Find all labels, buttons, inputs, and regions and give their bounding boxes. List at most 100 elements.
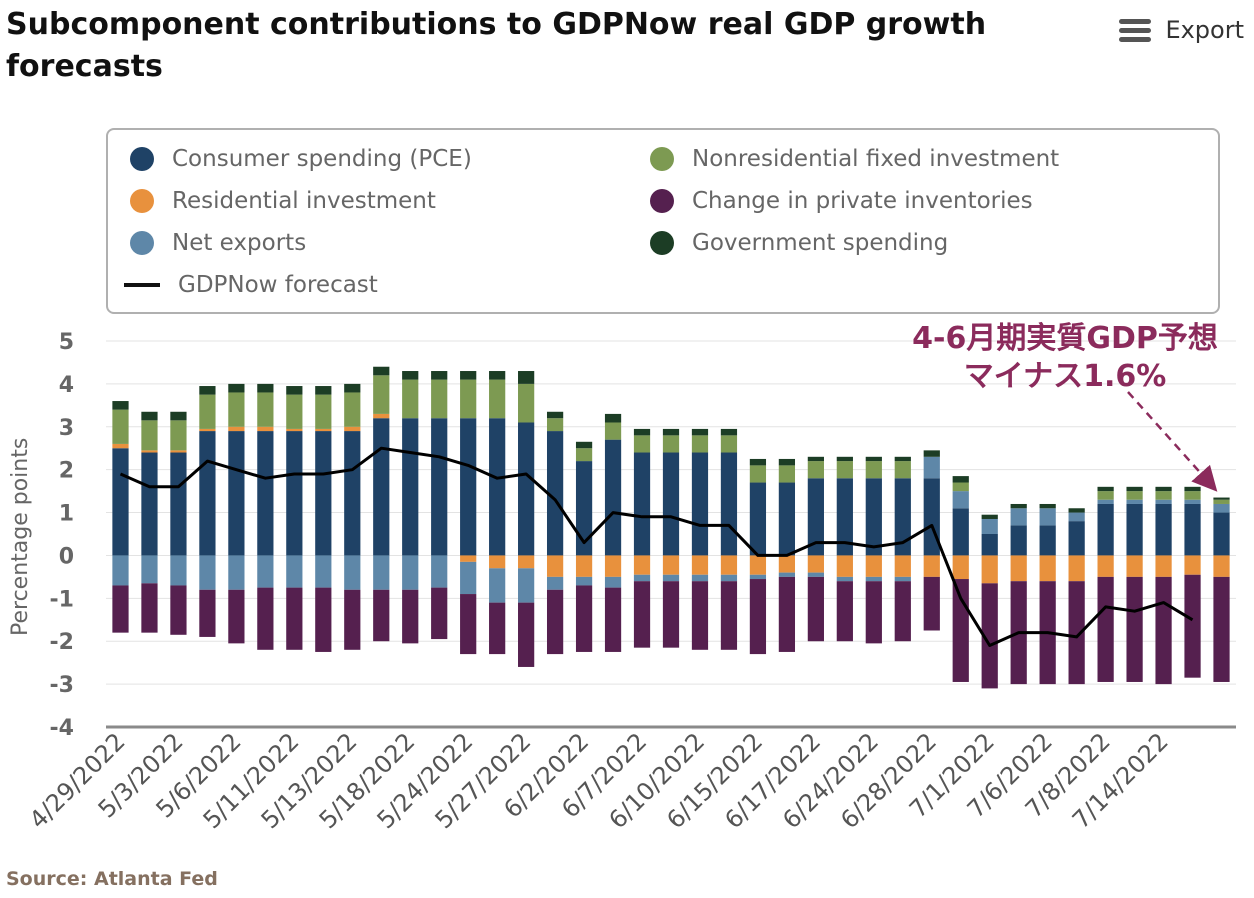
legend-swatch-residential xyxy=(130,189,154,213)
bar-segment-series-5 xyxy=(1097,486,1114,492)
bar-segment-series-1 xyxy=(836,555,853,577)
bar-segment-series-5 xyxy=(1068,508,1085,513)
source-note: Source: Atlanta Fed xyxy=(6,868,218,890)
export-label[interactable]: Export xyxy=(1165,16,1244,44)
bar-segment-series-1 xyxy=(489,555,506,569)
bar-segment-series-1 xyxy=(894,555,911,577)
legend-item-residential[interactable]: Residential investment xyxy=(130,188,436,214)
bar-segment-series-5 xyxy=(402,371,419,380)
bar-segment-series-4 xyxy=(286,587,303,650)
legend-item-net-exports[interactable]: Net exports xyxy=(130,230,306,256)
bar-segment-series-3 xyxy=(1155,491,1172,500)
bar-segment-series-4 xyxy=(344,589,361,650)
bar-segment-series-0 xyxy=(431,418,448,556)
bar-segment-series-5 xyxy=(981,514,998,519)
bar-segment-series-3 xyxy=(720,435,738,453)
bar-segment-series-1 xyxy=(807,555,824,573)
bar-segment-series-3 xyxy=(199,394,216,429)
bar-segment-series-1 xyxy=(662,555,680,575)
bar-segment-series-2 xyxy=(1184,499,1201,504)
bar-segment-series-3 xyxy=(691,435,709,453)
bar-segment-series-2 xyxy=(807,572,824,577)
bar-segment-series-0 xyxy=(315,431,332,556)
bar-segment-series-3 xyxy=(778,465,796,483)
bar-segment-series-4 xyxy=(199,589,216,637)
bar-segment-series-1 xyxy=(1184,555,1201,575)
bar-segment-series-2 xyxy=(315,555,332,588)
bar-segment-series-4 xyxy=(778,576,796,652)
bar-segment-series-1 xyxy=(575,555,593,577)
bar-segment-series-3 xyxy=(141,420,158,451)
bar-segment-series-2 xyxy=(778,572,796,577)
bar-segment-series-0 xyxy=(112,448,129,556)
bar-segment-series-0 xyxy=(228,431,245,556)
legend-item-gdpnow[interactable]: GDPNow forecast xyxy=(124,272,378,298)
bar-segment-series-0 xyxy=(604,439,622,556)
export-button[interactable]: Export xyxy=(1119,16,1244,44)
bar-segment-series-0 xyxy=(575,461,593,556)
bar-segment-series-4 xyxy=(373,589,390,642)
bar-segment-series-2 xyxy=(662,574,680,582)
bar-segment-series-3 xyxy=(546,418,564,432)
bar-segment-series-2 xyxy=(865,576,882,582)
bar-segment-series-4 xyxy=(460,594,477,655)
bar-segment-series-0 xyxy=(141,452,158,556)
legend-item-government[interactable]: Government spending xyxy=(650,230,948,256)
bar-segment-series-4 xyxy=(1213,576,1230,682)
bar-segment-series-2 xyxy=(633,574,651,582)
bar-segment-series-0 xyxy=(373,418,390,556)
bar-segment-series-0 xyxy=(894,478,911,556)
bar-segment-series-1 xyxy=(923,555,940,577)
y-tick-label: 4 xyxy=(59,373,74,398)
bar-segment-series-1 xyxy=(518,555,535,569)
bar-segment-series-3 xyxy=(1126,491,1143,500)
bar-segment-series-1 xyxy=(691,555,709,575)
legend-item-nonresidential[interactable]: Nonresidential fixed investment xyxy=(650,146,1059,172)
y-tick-label: 1 xyxy=(59,502,74,527)
bar-segment-series-5 xyxy=(807,456,824,462)
bar-segment-series-1 xyxy=(952,555,969,580)
bar-segment-series-2 xyxy=(373,555,390,590)
bar-segment-series-1 xyxy=(460,555,477,562)
bar-segment-series-1 xyxy=(1068,555,1085,582)
bar-segment-series-3 xyxy=(170,420,187,451)
bar-segment-series-5 xyxy=(662,428,680,436)
y-tick-label: 2 xyxy=(59,459,74,484)
legend-item-pce[interactable]: Consumer spending (PCE) xyxy=(130,146,472,172)
bar-segment-series-1 xyxy=(749,555,767,575)
hamburger-menu-icon[interactable] xyxy=(1119,19,1152,42)
bar-segment-series-3 xyxy=(344,392,361,427)
bar-segment-series-2 xyxy=(604,576,622,588)
bar-segment-series-3 xyxy=(836,461,853,479)
bar-segment-series-5 xyxy=(546,411,564,419)
bar-segment-series-5 xyxy=(518,371,535,384)
bar-segment-series-1 xyxy=(373,413,390,419)
bar-segment-series-3 xyxy=(373,375,390,414)
bar-segment-series-0 xyxy=(1068,521,1085,556)
bar-segment-series-5 xyxy=(286,386,303,395)
bar-segment-series-1 xyxy=(981,555,998,584)
bar-segment-series-1 xyxy=(344,426,361,432)
bar-segment-series-1 xyxy=(141,450,158,453)
bar-segment-series-3 xyxy=(604,422,622,440)
bar-segment-series-0 xyxy=(633,452,651,556)
bar-segment-series-1 xyxy=(315,428,332,432)
bar-segment-series-0 xyxy=(1155,503,1172,556)
bar-segment-series-5 xyxy=(778,458,796,466)
annotation-line-1: 4-6月期実質GDP予想 xyxy=(912,321,1218,356)
bar-segment-series-4 xyxy=(402,589,419,644)
bar-segment-series-2 xyxy=(546,576,564,590)
bar-segment-series-3 xyxy=(633,435,651,453)
bar-segment-series-5 xyxy=(112,401,129,410)
bar-segment-series-4 xyxy=(1126,576,1143,682)
bar-segment-series-3 xyxy=(431,379,448,419)
bar-segment-series-0 xyxy=(199,431,216,556)
legend-item-inventories[interactable]: Change in private inventories xyxy=(650,188,1033,214)
bar-segment-series-5 xyxy=(141,411,158,421)
bar-segment-series-3 xyxy=(894,461,911,479)
bar-segment-series-4 xyxy=(1155,576,1172,685)
legend-swatch-gdpnow xyxy=(124,283,160,287)
bar-segment-series-5 xyxy=(373,366,390,376)
legend-swatch-pce xyxy=(130,147,154,171)
bar-segment-series-4 xyxy=(141,583,158,633)
